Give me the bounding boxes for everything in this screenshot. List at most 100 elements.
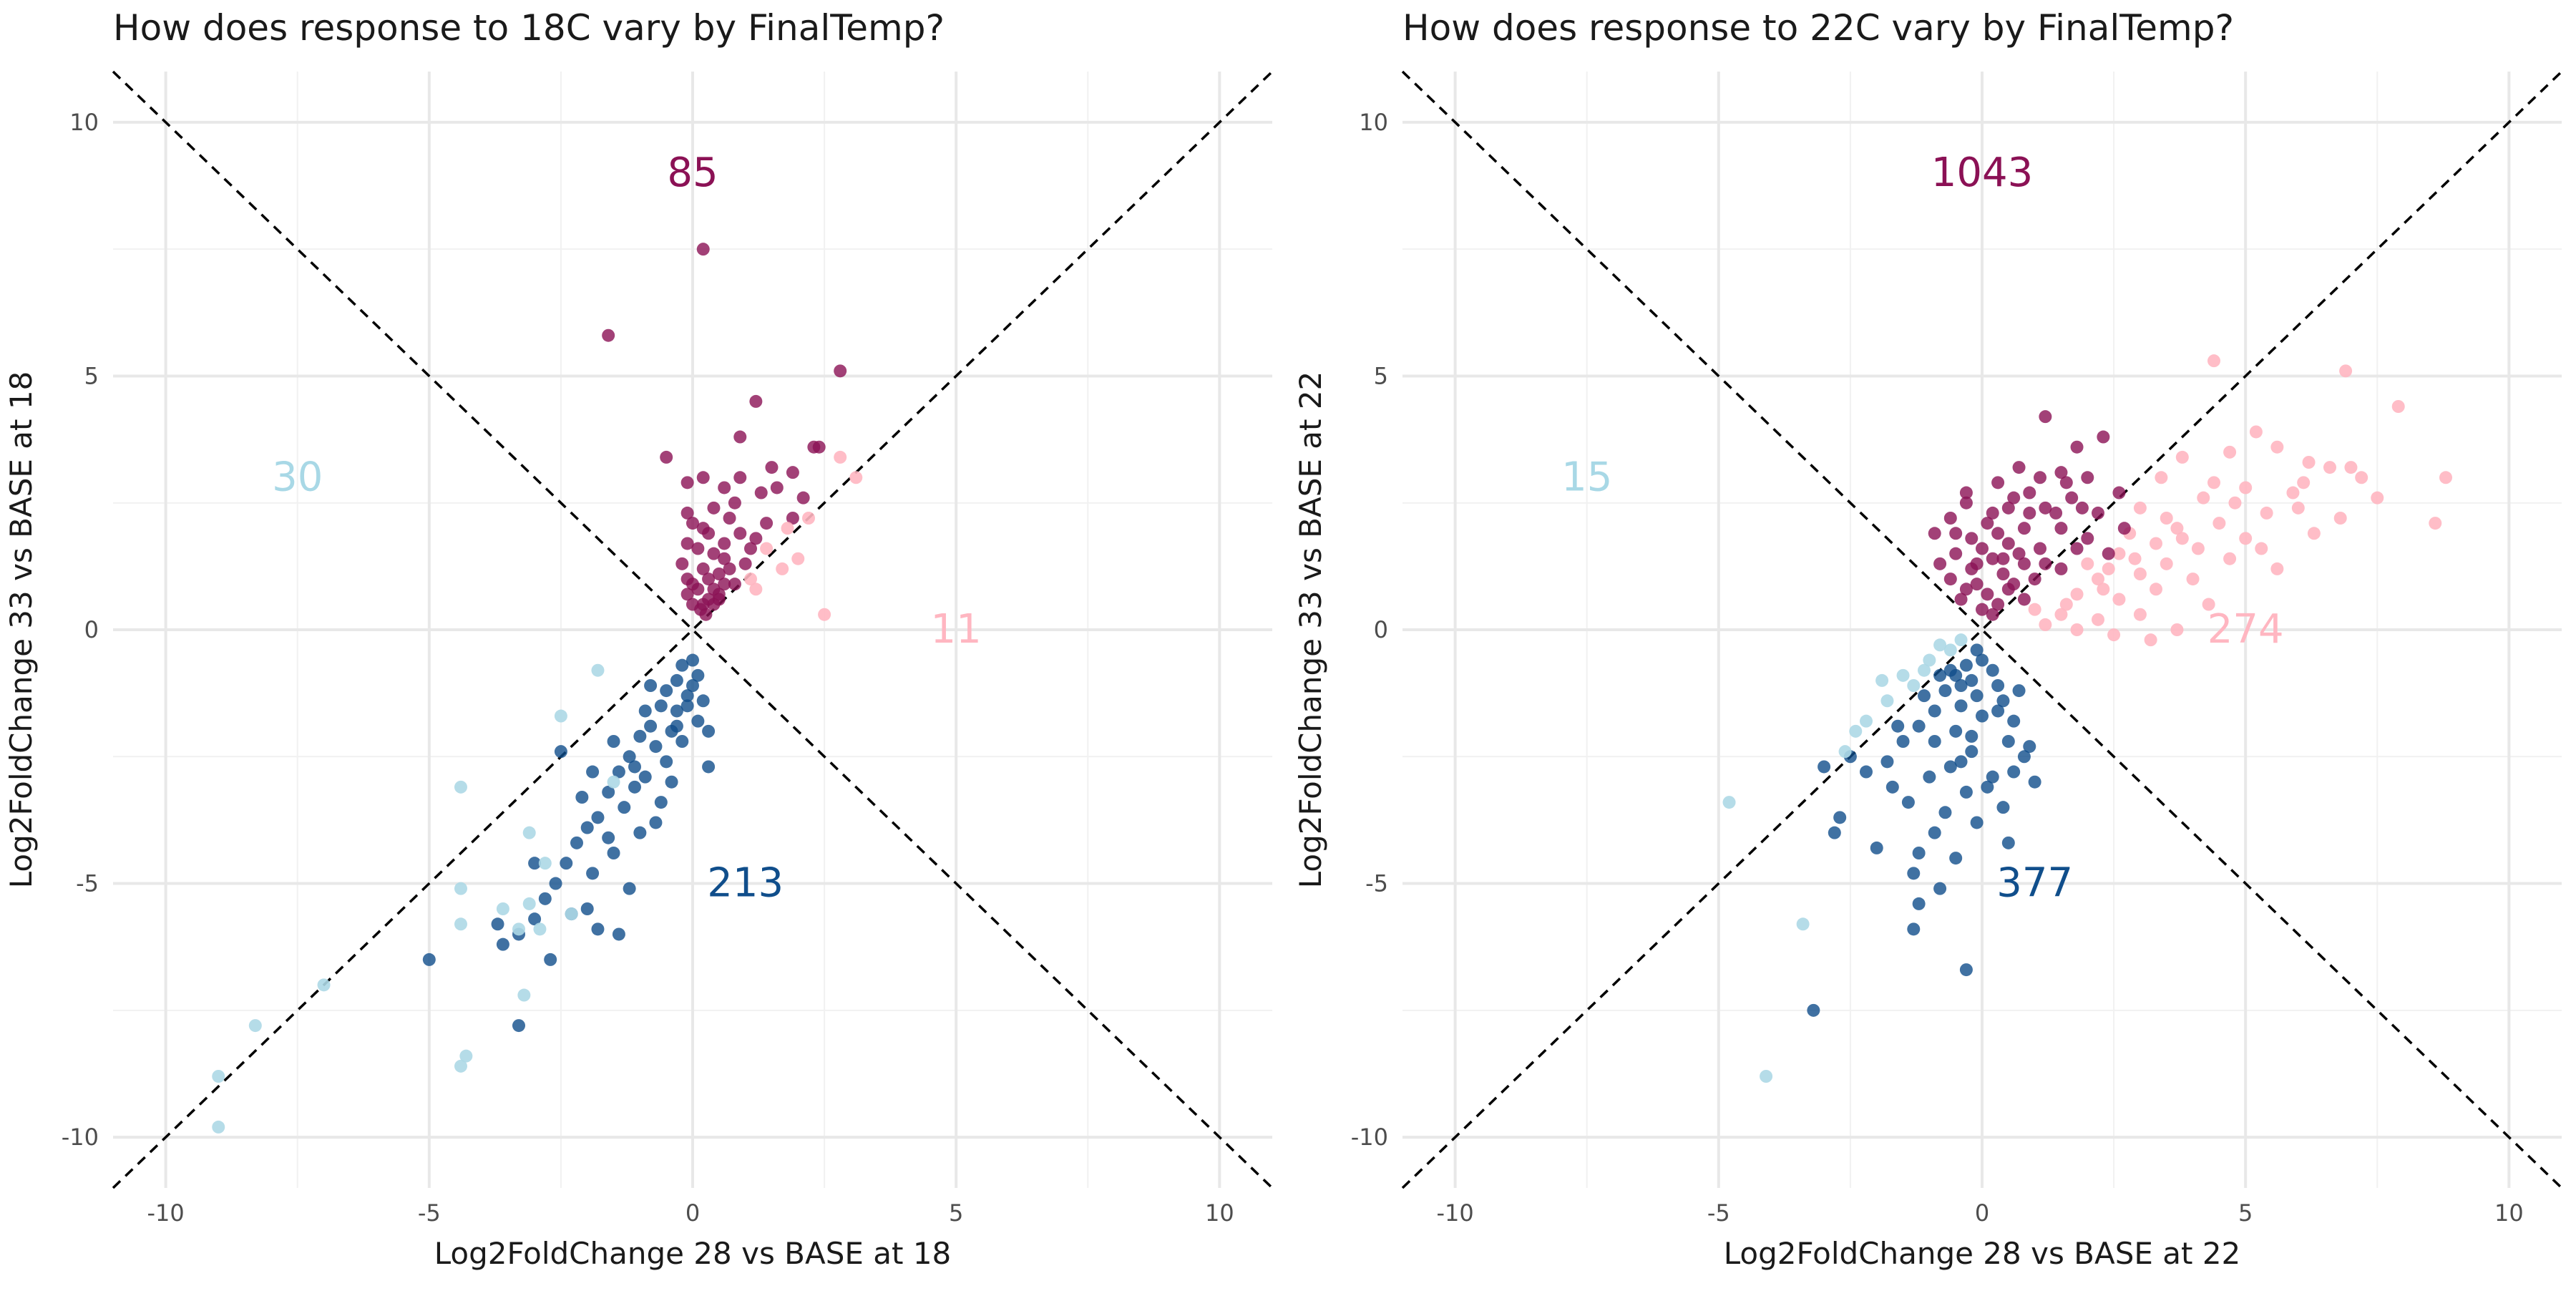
data-point [1907,867,1921,880]
data-point [1954,593,1968,606]
data-point [786,466,799,479]
data-point [1880,694,1894,708]
data-point [2017,593,2031,606]
quadrant-count-label: 15 [1561,454,1612,500]
data-point [1949,724,1963,738]
data-point [1891,719,1905,733]
data-point [1959,486,1973,500]
data-point [2191,542,2205,555]
data-point [2023,506,2036,520]
data-point [2102,547,2115,560]
data-point [649,740,663,754]
data-point [749,583,763,596]
data-point [1796,917,1810,931]
data-point [638,704,652,718]
data-point [1938,806,1952,819]
y-tick-label: -10 [62,1124,99,1151]
data-point [2260,506,2273,520]
data-point [1986,552,1999,565]
data-point [733,471,747,484]
y-tick-label: 5 [84,362,99,389]
data-point [2012,684,2026,698]
data-point [317,978,331,992]
data-point [628,760,641,774]
data-point [1981,588,1994,601]
chart-panel-1: -10 -5 0 5 10 -10 -5 0 5 10 85 30 11 213 How does resp… [4,7,1274,1271]
data-point [2133,567,2147,580]
series-2 [744,450,863,621]
data-point [602,328,615,342]
quadrant-count-label: 274 [2207,606,2284,653]
data-point [1943,760,1957,774]
data-point [1807,1003,1820,1017]
x-axis-label: Log2FoldChange 28 vs BASE at 18 [434,1236,952,1271]
quadrant-count-label: 11 [931,606,982,653]
data-point [517,988,531,1002]
series-2 [1928,410,2131,621]
data-point [680,588,694,601]
data-point [2207,354,2220,368]
data-point [586,867,600,880]
data-point [1954,633,1968,647]
data-point [2039,501,2052,515]
data-point [696,243,710,256]
data-point [2054,522,2068,535]
data-point [670,704,683,718]
data-point [2049,506,2063,520]
data-point [654,796,668,809]
data-point [707,547,721,560]
data-point [2170,623,2184,636]
data-point [2239,481,2253,495]
data-point [602,785,615,799]
data-point [670,673,683,687]
data-point [554,709,567,723]
data-point [2054,562,2068,575]
data-point [812,440,826,454]
data-point [2112,593,2126,606]
data-point [2070,542,2084,555]
data-point [1991,476,2005,489]
data-point [1870,841,1883,854]
y-tick-label: 5 [1374,362,1388,389]
data-point [818,608,831,621]
data-point [1838,745,1852,759]
data-point [602,831,615,844]
data-point [649,816,663,829]
data-point [2323,461,2336,474]
data-point [2339,364,2353,378]
data-point [1959,496,1973,510]
data-point [802,512,815,525]
series-1 [2028,354,2452,647]
data-point [1996,801,2010,814]
data-point [2092,506,2104,520]
data-point [2291,501,2305,515]
data-point [2070,623,2084,636]
data-point [612,765,625,779]
data-point [2034,542,2046,555]
data-point [2039,618,2052,631]
data-point [549,877,562,890]
data-point [2097,430,2110,444]
data-point [660,755,673,769]
data-point [1760,1070,1773,1083]
data-point [623,882,636,895]
series-1 [602,243,847,621]
data-point [554,745,567,759]
data-point [1970,689,1984,703]
data-point [2012,547,2026,560]
data-point [696,562,710,575]
series-3 [422,653,716,1033]
data-point [1912,897,1926,910]
data-point [2302,456,2316,469]
data-point [1954,755,1968,769]
data-point [607,735,620,748]
data-point [712,567,726,580]
data-point [544,953,557,966]
data-point [1970,557,1984,570]
data-point [2102,562,2115,575]
quadrant-count-label: 85 [667,150,718,196]
data-point [1912,847,1926,859]
data-point [1918,663,1931,677]
data-point [2371,491,2384,505]
data-point [607,775,620,789]
